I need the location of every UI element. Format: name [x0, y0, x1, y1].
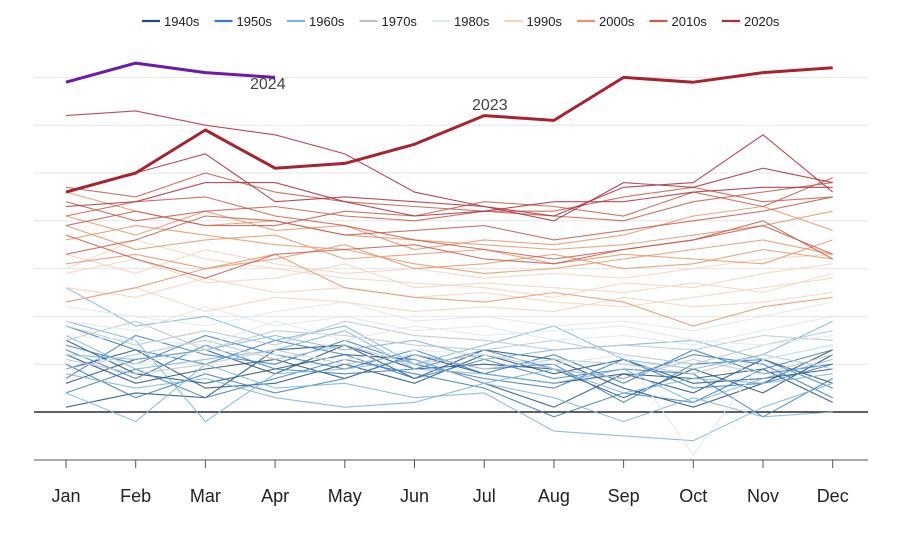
series-1970s-line-1 [65, 320, 833, 365]
series-1940s-line-4 [65, 354, 833, 403]
series-1960s-line-5 [65, 373, 833, 423]
series-2000s-line-2 [65, 225, 833, 274]
series-1960s-line-1 [65, 287, 833, 370]
x-tick-label-oct: Oct [679, 486, 707, 506]
decade-lines [65, 110, 834, 456]
legend-label-1960s: 1960s [309, 14, 345, 29]
series-1990s-line-1 [65, 277, 833, 308]
series-2010s-line-4 [65, 182, 833, 222]
series-1980s-line-2 [65, 320, 833, 346]
x-tick-label-jul: Jul [473, 486, 496, 506]
series-1970s-line-3 [65, 349, 833, 375]
series-2010s-line-5 [65, 177, 833, 227]
x-tick-label-may: May [328, 486, 362, 506]
legend-label-1980s: 1980s [454, 14, 490, 29]
series-2023-line [65, 66, 833, 194]
label-2024: 2024 [250, 76, 286, 93]
series-1950s-line-3 [65, 325, 833, 418]
legend-label-1970s: 1970s [382, 14, 418, 29]
series-2024-line [65, 61, 276, 84]
series-2020s-line-2 [65, 182, 833, 217]
series-2010s-line-2 [65, 196, 833, 260]
x-tick-label-mar: Mar [190, 486, 221, 506]
series-2010s-line-1 [65, 225, 833, 279]
series-1990s-line-3 [65, 287, 833, 313]
x-tick-label-nov: Nov [747, 486, 779, 506]
x-tick-label-apr: Apr [261, 486, 289, 506]
legend-label-2020s: 2020s [744, 14, 780, 29]
legend-label-1940s: 1940s [164, 14, 200, 29]
series-1960s-line-4 [65, 334, 833, 360]
x-tick-label-jun: Jun [400, 486, 429, 506]
series-2010s-line-6 [65, 172, 833, 212]
x-tick-label-jan: Jan [51, 486, 80, 506]
series-1960s-line-2 [65, 363, 833, 442]
series-1980s-line-3 [65, 344, 833, 456]
x-tick-label-aug: Aug [538, 486, 570, 506]
legend-label-1950s: 1950s [237, 14, 273, 29]
legend-label-1990s: 1990s [527, 14, 563, 29]
series-2020s-line-3 [65, 110, 833, 222]
highlight-lines: 2023 2024 [65, 61, 833, 194]
series-2020s-line-1 [65, 134, 834, 217]
series-1990s-line-5 [65, 258, 833, 294]
x-tick-label-feb: Feb [120, 486, 151, 506]
series-1980s-line-4 [65, 301, 833, 332]
legend-label-2010s: 2010s [672, 14, 708, 29]
series-2000s-line-1 [65, 253, 833, 327]
legend: 1940s 1950s 1960s 1970s 1980s 1990s 2000s 2010s… [142, 14, 780, 29]
legend-label-2000s: 2000s [599, 14, 635, 29]
series-2000s-line-4 [65, 244, 833, 270]
x-tick-label-sep: Sep [608, 486, 640, 506]
x-axis: Jan Feb Mar Apr May Jun Jul Aug Sep Oct Nov Dec [34, 459, 868, 506]
label-2023: 2023 [472, 97, 508, 114]
series-1970s-line-4 [65, 320, 833, 351]
series-1970s-line-2 [65, 339, 833, 380]
series-1960s-line-6 [65, 330, 833, 403]
series-1990s-line-4 [65, 248, 833, 279]
x-tick-label-dec: Dec [817, 486, 849, 506]
series-1980s-line-1 [65, 306, 833, 346]
series-2010s-line-3 [65, 196, 833, 255]
series-1950s-line-2 [65, 349, 833, 418]
